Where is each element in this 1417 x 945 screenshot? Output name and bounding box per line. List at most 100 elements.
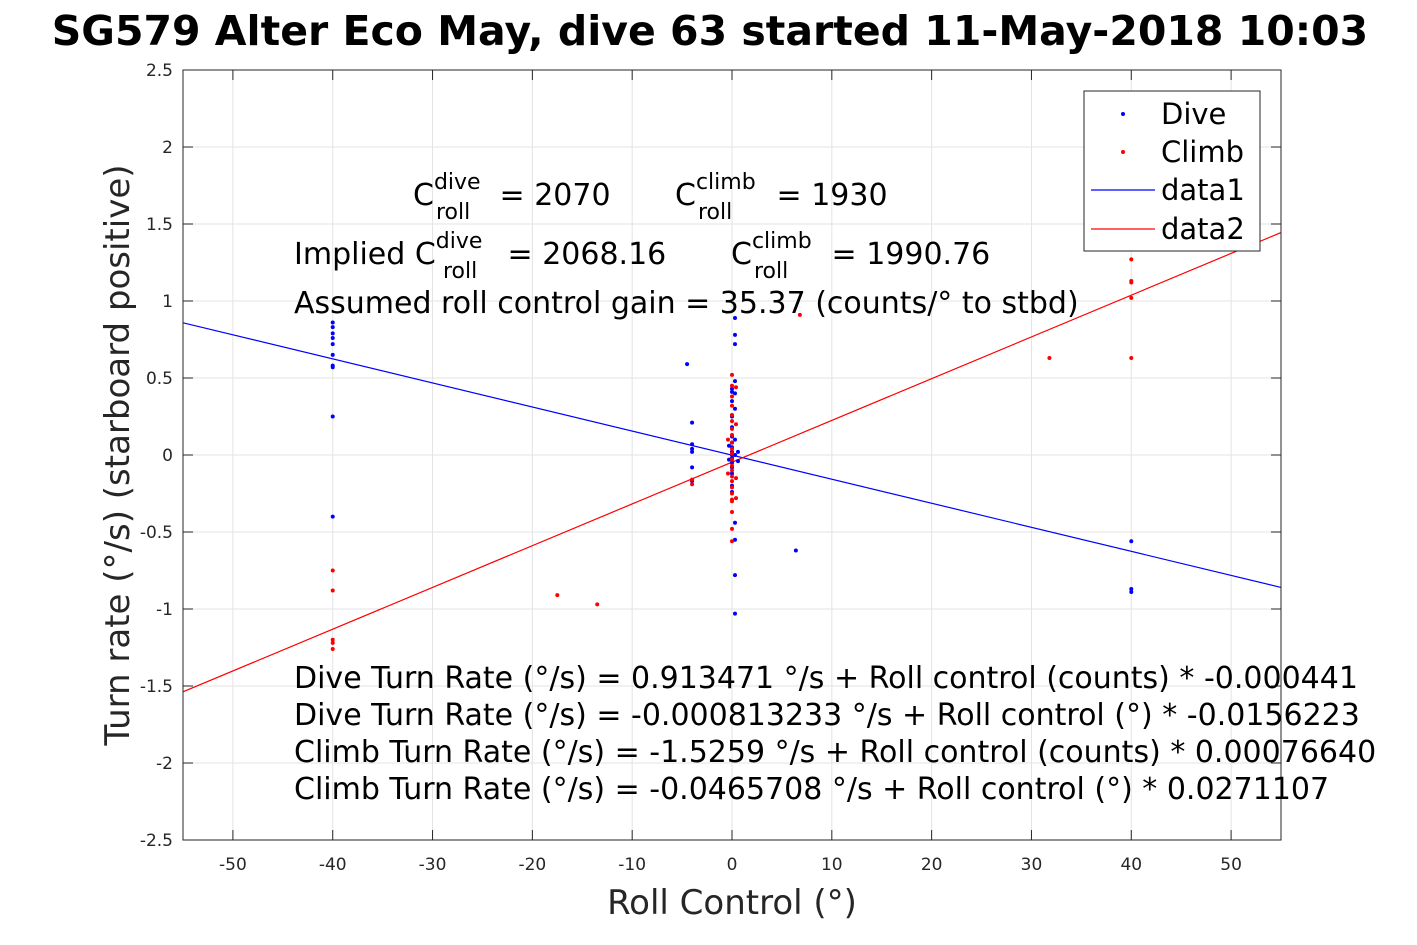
climb-point: [330, 588, 335, 593]
climb-point: [733, 385, 738, 390]
climb-point: [1129, 355, 1134, 360]
climb-point: [730, 383, 734, 388]
climb-counts-equation: Climb Turn Rate (°/s) = -1.5259 °/s + Ro…: [294, 735, 1376, 770]
legend-climb-label: Climb: [1161, 135, 1244, 169]
climb-point: [733, 422, 738, 427]
climb-point: [730, 451, 734, 456]
x-tick-label: -20: [518, 855, 546, 875]
dive-point: [1129, 590, 1134, 595]
dive-point: [732, 315, 737, 320]
y-tick-label: 1.5: [146, 215, 173, 235]
dive-point: [690, 442, 695, 447]
climb-point: [690, 482, 695, 487]
x-tick-label: 50: [1220, 855, 1242, 875]
dive-point: [732, 342, 737, 347]
dive-point: [730, 399, 734, 404]
x-tick-label: -10: [618, 855, 646, 875]
climb-point: [730, 479, 734, 484]
x-tick-label: -40: [319, 855, 347, 875]
dive-degrees-equation: Dive Turn Rate (°/s) = -0.000813233 °/s …: [294, 698, 1360, 733]
dive-point: [690, 446, 695, 451]
legend-climb-marker: [1121, 150, 1125, 154]
legend: Dive Climb data1 data2: [1083, 90, 1261, 252]
axis-ticks: -50 -40 -30 -20 -10 0 10 20 30 40 50-2.5-2-1.5-1-0…: [140, 61, 1281, 875]
climb-point: [730, 412, 734, 417]
climb-point: [1129, 295, 1134, 300]
dive-point: [690, 465, 695, 470]
c-roll-dive-annotation: Cdive roll = 2070: [413, 170, 611, 225]
dive-point: [732, 611, 737, 616]
x-tick-label: 10: [821, 855, 843, 875]
climb-point: [726, 437, 731, 442]
x-axis-label: Roll Control (°): [607, 883, 857, 923]
dive-point: [732, 391, 737, 396]
climb-point: [730, 539, 734, 544]
x-tick-label: 40: [1120, 855, 1142, 875]
climb-point: [797, 312, 802, 317]
climb-point: [730, 457, 734, 462]
dive-point: [732, 537, 737, 542]
dive-point: [330, 320, 335, 325]
dive-point: [330, 335, 335, 340]
climb-point: [1129, 257, 1134, 262]
dive-point: [732, 332, 737, 337]
climb-point: [733, 476, 738, 481]
y-tick-label: -1.5: [140, 677, 173, 697]
climb-point: [730, 491, 734, 496]
dive-point: [732, 406, 737, 411]
implied-climb-annotation: Cclimb roll = 1990.76: [731, 229, 990, 284]
y-tick-label: -1: [156, 600, 173, 620]
climb-point: [1047, 355, 1052, 360]
x-tick-label: 30: [1021, 855, 1043, 875]
climb-point: [730, 432, 734, 437]
dive-point: [732, 573, 737, 578]
dive-point: [727, 443, 732, 448]
dive-point: [732, 453, 737, 457]
climb-point: [730, 463, 734, 468]
climb-point: [1129, 280, 1134, 285]
climb-point: [730, 468, 734, 473]
climb-point: [730, 526, 734, 531]
climb-point: [595, 602, 600, 607]
dive-point: [735, 449, 740, 454]
climb-point: [330, 647, 335, 652]
data-points: [330, 257, 1134, 652]
climb-point: [733, 496, 738, 501]
climb-point: [730, 499, 734, 504]
climb-point: [330, 640, 335, 645]
y-tick-label: -0.5: [140, 523, 173, 543]
climb-point: [730, 426, 734, 431]
dive-point: [793, 548, 798, 553]
y-tick-label: 0: [162, 446, 173, 466]
dive-point: [690, 420, 695, 425]
x-tick-label: -30: [419, 855, 447, 875]
dive-point: [730, 471, 734, 476]
dive-point: [732, 520, 737, 525]
x-tick-label: 20: [921, 855, 943, 875]
dive-point: [727, 457, 732, 462]
climb-point: [330, 568, 335, 573]
climb-point: [730, 403, 734, 408]
dive-point: [330, 352, 335, 357]
dive-point: [330, 365, 335, 370]
roll-gain-annotation: Assumed roll control gain = 35.37 (count…: [294, 286, 1079, 321]
dive-point: [732, 437, 737, 442]
dive-point: [330, 331, 335, 336]
climb-point: [726, 471, 731, 476]
climb-point: [730, 440, 734, 445]
climb-point: [555, 593, 560, 598]
climb-degrees-equation: Climb Turn Rate (°/s) = -0.0465708 °/s +…: [294, 772, 1329, 807]
legend-dive-label: Dive: [1161, 97, 1226, 131]
y-tick-label: -2: [156, 754, 173, 774]
climb-point: [730, 485, 734, 490]
y-tick-label: 1: [162, 292, 173, 312]
legend-data2-label: data2: [1161, 212, 1245, 246]
dive-point: [735, 459, 740, 464]
climb-point: [730, 394, 734, 399]
dive-point: [330, 514, 335, 519]
dive-point: [730, 389, 734, 394]
legend-dive-marker: [1121, 112, 1125, 116]
climb-point: [730, 446, 734, 451]
dive-point: [730, 386, 734, 391]
